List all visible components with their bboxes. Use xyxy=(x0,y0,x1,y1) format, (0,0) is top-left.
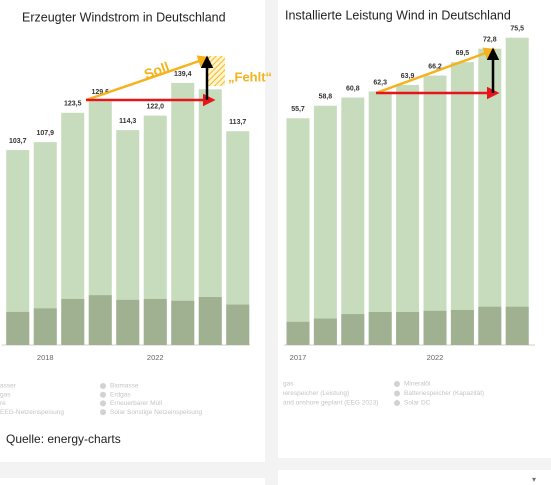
legend-label: Batteriespeicher (Kapazität) xyxy=(404,390,484,397)
bar xyxy=(450,309,474,345)
bar xyxy=(143,115,167,345)
legend-label: Mineralöl xyxy=(404,381,431,388)
legend-label: EEG-Netzeinspeisung xyxy=(0,409,64,416)
bar xyxy=(396,84,420,345)
x-tick-label: 2022 xyxy=(427,353,444,362)
bar xyxy=(286,321,310,345)
legend-dot xyxy=(100,383,106,389)
bar xyxy=(478,48,502,345)
legend-dot xyxy=(100,400,106,407)
bar xyxy=(286,118,310,346)
bar xyxy=(33,308,57,345)
legend-label: Solar DC xyxy=(404,400,431,407)
chart-title: Installierte Leistung Wind in Deutschlan… xyxy=(285,8,511,22)
bar xyxy=(341,97,365,345)
legend-dot xyxy=(394,390,400,397)
bar xyxy=(313,105,337,346)
value-label: 72,8 xyxy=(483,37,497,44)
dropdown-caret[interactable]: ▾ xyxy=(532,475,536,484)
bar xyxy=(505,37,529,346)
value-label: 114,3 xyxy=(119,118,136,125)
bar xyxy=(341,314,365,345)
value-label: 122,0 xyxy=(146,103,164,110)
missing-hatch xyxy=(207,56,225,86)
bar xyxy=(198,297,222,345)
bar xyxy=(6,150,30,345)
value-label: 103,7 xyxy=(9,138,27,145)
bar xyxy=(396,312,420,345)
value-label: 60,8 xyxy=(346,85,360,92)
legend-label: ierespeicher (Leistung) xyxy=(283,390,349,397)
bar xyxy=(450,62,474,345)
legend-label: re xyxy=(0,400,6,407)
legend-label: Biomasse xyxy=(110,383,139,390)
legend-dot xyxy=(394,400,400,406)
legend-label: and onshore geplant (EEG 2023) xyxy=(283,400,378,407)
x-tick-label: 2022 xyxy=(147,353,164,362)
legend-label: Erdgas xyxy=(110,391,131,398)
bar xyxy=(423,75,447,345)
value-label: 129,6 xyxy=(91,89,109,96)
bar xyxy=(423,310,447,345)
bar xyxy=(478,306,502,345)
source: Quelle: energy-charts xyxy=(6,432,121,446)
chart-title: Erzeugter Windstrom in Deutschland xyxy=(22,10,226,24)
value-label: 123,5 xyxy=(64,101,82,108)
legend-label: Erneuerbarer Müll xyxy=(110,400,163,407)
target-line xyxy=(85,55,211,102)
legend-label: gas xyxy=(0,391,11,398)
value-label: 55,7 xyxy=(291,106,305,113)
bar xyxy=(198,89,222,345)
x-tick-label: 2018 xyxy=(37,353,54,362)
bar xyxy=(33,142,57,345)
bar xyxy=(505,306,529,345)
annotation: „Fehlt“ xyxy=(228,69,272,84)
legend-dot xyxy=(100,391,106,398)
value-label: 58,8 xyxy=(319,94,333,101)
value-label: 66,2 xyxy=(428,63,442,70)
bar xyxy=(226,131,250,345)
value-label: 107,9 xyxy=(36,130,54,137)
bar xyxy=(88,101,112,346)
legend-dot xyxy=(100,409,106,416)
bar xyxy=(368,312,392,345)
legend-label: asser xyxy=(0,383,17,390)
bar xyxy=(143,298,167,345)
bottom-card xyxy=(278,470,551,485)
bar xyxy=(6,311,30,345)
value-label: 63,9 xyxy=(401,73,415,80)
bar xyxy=(368,91,392,346)
value-label: 75,5 xyxy=(510,26,524,33)
value-label: 139,4 xyxy=(174,71,192,78)
legend-label: Solar Sonstige Netzeinspeisung xyxy=(110,409,203,416)
bar xyxy=(171,82,195,345)
bar xyxy=(116,299,140,345)
bottom-left-card xyxy=(0,478,265,485)
value-label: 62,3 xyxy=(373,79,387,86)
value-label: 113,7 xyxy=(229,119,246,126)
bar xyxy=(61,298,85,345)
x-tick-label: 2017 xyxy=(290,353,307,362)
bar xyxy=(61,112,85,345)
target-line xyxy=(375,47,497,95)
value-label: 69,5 xyxy=(456,50,470,57)
bar xyxy=(171,300,195,345)
bar xyxy=(116,130,140,345)
bar xyxy=(226,304,250,345)
legend-label: gas xyxy=(283,381,294,388)
bar xyxy=(313,318,337,345)
bar xyxy=(88,295,112,345)
legend-dot xyxy=(394,381,400,387)
